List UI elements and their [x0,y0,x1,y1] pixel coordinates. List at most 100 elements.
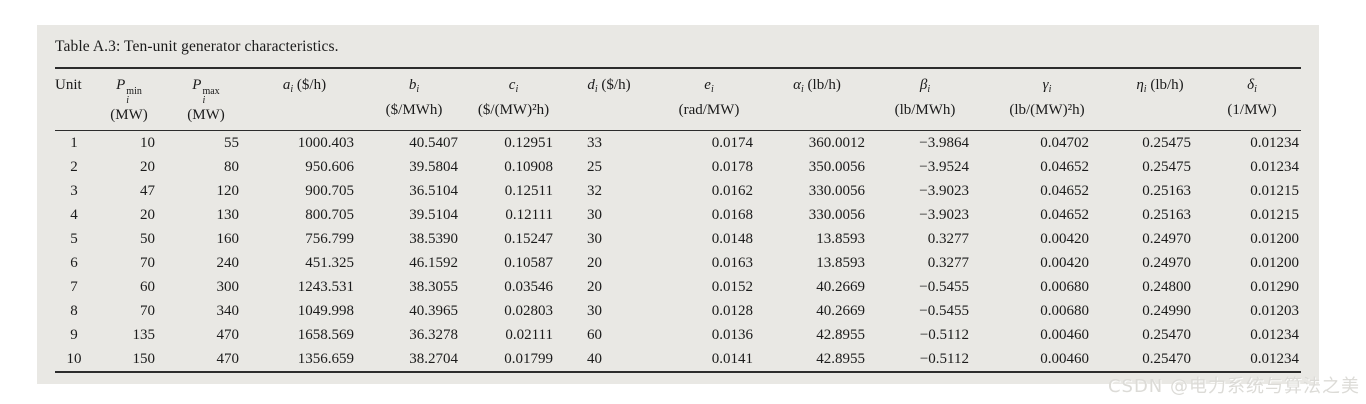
cell-d-row-4: 30 [587,206,602,223]
symbol-gamma: γ [1042,77,1049,93]
cell-gamma-row-7: 0.00680 [1040,278,1089,295]
column-header-delta: δi (1/MW) [1203,68,1301,131]
cell-d-row-1: 33 [587,134,602,151]
unit-d: ($/h) [601,77,631,93]
unit-eta: (lb/h) [1150,77,1184,93]
cell-eta-row-6: 0.24970 [1142,254,1191,271]
cell-eta-row-4: 0.25163 [1142,206,1191,223]
cell-b-row-4: 39.5104 [409,206,458,223]
unit-beta: (lb/MWh) [894,102,956,118]
symbol-e: e [704,77,711,93]
table-row-4: 4 20 130 800.705 39.5104 0.12111 30 0.0168 330.0… [55,203,1301,227]
cell-alpha-row-9: 42.8955 [816,326,865,343]
cell-unit-row-1: 1 [70,134,78,151]
cell-c-row-3: 0.12511 [504,182,553,199]
cell-delta-row-5: 0.01200 [1250,230,1299,247]
cell-unit-row-3: 3 [70,182,78,199]
cell-d-row-8: 30 [587,302,602,319]
cell-eta-row-2: 0.25475 [1142,158,1191,175]
symbol-beta: β [919,77,928,93]
cell-pmin-row-4: 20 [140,206,155,223]
cell-delta-row-8: 0.01203 [1250,302,1299,319]
table-row-6: 6 70 240 451.325 46.1592 0.10587 20 0.0163 13.85… [55,251,1301,275]
cell-alpha-row-1: 360.0012 [808,134,865,151]
table-body: 1 10 55 1000.403 40.5407 0.12951 33 0.0174 360.0… [55,131,1301,373]
cell-alpha-row-4: 330.0056 [808,206,865,223]
cell-pmin-row-6: 70 [140,254,155,271]
cell-delta-row-6: 0.01200 [1250,254,1299,271]
cell-pmax-row-8: 340 [216,302,240,319]
cell-beta-row-10: −0.5112 [919,350,969,367]
cell-a-row-3: 900.705 [305,182,354,199]
cell-gamma-row-9: 0.00460 [1040,326,1089,343]
symbol-c: c [508,77,516,93]
table-row-7: 7 60 300 1243.531 38.3055 0.03546 20 0.0152 40.2… [55,275,1301,299]
cell-e-row-8: 0.0128 [711,302,753,319]
unit-a: ($/h) [296,77,327,93]
cell-unit-row-8: 8 [70,302,78,319]
cell-beta-row-5: 0.3277 [927,230,969,247]
cell-b-row-7: 38.3055 [409,278,458,295]
cell-b-row-6: 46.1592 [409,254,458,271]
cell-unit-row-4: 4 [70,206,78,223]
cell-e-row-7: 0.0152 [711,278,753,295]
unit-e: (rad/MW) [678,102,740,118]
cell-pmax-row-1: 55 [224,134,239,151]
cell-b-row-1: 40.5407 [409,134,458,151]
cell-pmax-row-5: 160 [216,230,240,247]
cell-gamma-row-3: 0.04652 [1040,182,1089,199]
table-row-3: 3 47 120 900.705 36.5104 0.12511 32 0.0162 330.0… [55,179,1301,203]
unit-alpha: (lb/h) [807,77,841,93]
supsub-pmin: min i [126,86,142,106]
column-header-a: ai ($/h) [282,77,327,95]
cell-gamma-row-8: 0.00680 [1040,302,1089,319]
cell-gamma-row-1: 0.04702 [1040,134,1089,151]
cell-e-row-10: 0.0141 [711,350,753,367]
cell-unit-row-10: 10 [66,350,82,367]
cell-gamma-row-2: 0.04652 [1040,158,1089,175]
cell-pmin-row-8: 70 [140,302,155,319]
cell-alpha-row-5: 13.8593 [816,230,865,247]
cell-d-row-7: 20 [587,278,602,295]
cell-a-row-6: 451.325 [305,254,354,271]
cell-d-row-6: 20 [587,254,602,271]
cell-b-row-10: 38.2704 [409,350,458,367]
cell-delta-row-2: 0.01234 [1250,158,1299,175]
cell-a-row-1: 1000.403 [297,134,354,151]
cell-c-row-9: 0.02111 [505,326,553,343]
unit-b: ($/MWh) [385,102,443,118]
column-label-unit: Unit [55,77,82,93]
column-header-beta: βi (lb/MWh) [873,68,977,131]
symbol-delta: δ [1247,77,1255,93]
column-header-eta: ηi (lb/h) [1136,77,1184,95]
cell-beta-row-1: −3.9864 [919,134,969,151]
cell-c-row-7: 0.03546 [504,278,553,295]
cell-c-row-6: 0.10587 [504,254,553,271]
cell-a-row-8: 1049.998 [297,302,354,319]
cell-pmin-row-7: 60 [140,278,155,295]
cell-delta-row-1: 0.01234 [1250,134,1299,151]
symbol-pmax: P [192,77,202,93]
cell-c-row-2: 0.10908 [504,158,553,175]
symbol-b: b [408,77,417,93]
cell-e-row-1: 0.0174 [711,134,753,151]
cell-unit-row-5: 5 [70,230,78,247]
cell-a-row-7: 1243.531 [297,278,354,295]
cell-c-row-1: 0.12951 [504,134,553,151]
unit-c: ($/(MW)²h) [477,102,550,118]
cell-d-row-5: 30 [587,230,602,247]
cell-beta-row-8: −0.5455 [919,302,969,319]
cell-pmax-row-4: 130 [216,206,240,223]
cell-c-row-10: 0.01799 [504,350,553,367]
cell-d-row-9: 60 [587,326,602,343]
cell-d-row-2: 25 [587,158,602,175]
table-row-8: 8 70 340 1049.998 40.3965 0.02803 30 0.0128 40.2… [55,299,1301,323]
cell-e-row-6: 0.0163 [711,254,753,271]
cell-delta-row-3: 0.01215 [1250,182,1299,199]
cell-b-row-9: 36.3278 [409,326,458,343]
column-header-c: ci ($/(MW)²h) [466,68,561,131]
cell-alpha-row-10: 42.8955 [816,350,865,367]
